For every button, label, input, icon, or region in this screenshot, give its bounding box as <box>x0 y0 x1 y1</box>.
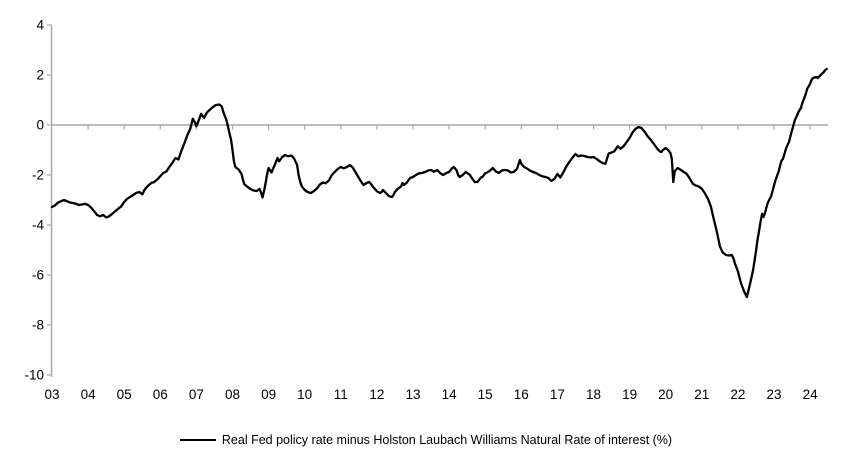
x-tick-label: 23 <box>766 387 781 402</box>
x-tick-label: 15 <box>478 387 493 402</box>
x-tick-label: 17 <box>550 387 565 402</box>
x-tick-label: 16 <box>514 387 529 402</box>
x-tick-label: 04 <box>81 387 97 402</box>
legend-label: Real Fed policy rate minus Holston Lauba… <box>221 433 673 447</box>
y-tick-label: -4 <box>32 218 44 233</box>
x-tick-label: 05 <box>117 387 132 402</box>
y-tick-label: -2 <box>32 168 44 183</box>
x-tick-label: 08 <box>225 387 240 402</box>
y-tick-label: 0 <box>36 118 44 133</box>
x-tick-label: 09 <box>261 387 276 402</box>
legend-line-swatch <box>179 439 216 441</box>
x-tick-label: 13 <box>405 387 420 402</box>
y-tick-label: 4 <box>36 18 44 33</box>
y-tick-label: 2 <box>36 68 44 83</box>
x-tick-label: 18 <box>586 387 601 402</box>
y-tick-label: -10 <box>24 368 44 383</box>
y-tick-label: -6 <box>32 268 44 283</box>
y-tick-label: -8 <box>32 318 44 333</box>
x-tick-label: 03 <box>44 387 59 402</box>
x-tick-label: 21 <box>694 387 709 402</box>
x-tick-label: 22 <box>730 387 745 402</box>
x-tick-label: 14 <box>442 387 458 402</box>
data-line <box>50 67 828 299</box>
x-tick-label: 19 <box>622 387 637 402</box>
x-tick-label: 06 <box>153 387 168 402</box>
x-tick-label: 10 <box>297 387 312 402</box>
x-tick-label: 20 <box>658 387 673 402</box>
x-tick-label: 24 <box>803 387 819 402</box>
x-tick-label: 12 <box>369 387 384 402</box>
x-tick-label: 07 <box>189 387 204 402</box>
chart-legend: Real Fed policy rate minus Holston Lauba… <box>0 433 852 447</box>
x-tick-label: 11 <box>334 387 348 402</box>
